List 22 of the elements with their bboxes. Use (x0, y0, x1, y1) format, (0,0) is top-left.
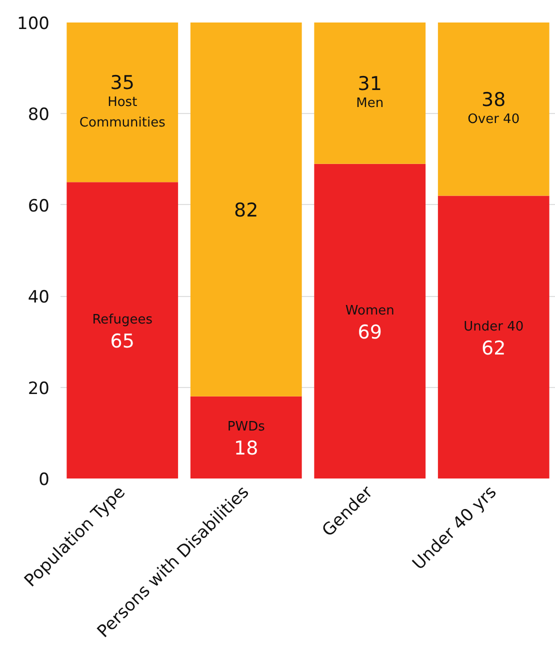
y-tick-label: 0 (38, 470, 50, 490)
data-label: Under 40 62 (464, 319, 524, 360)
y-tick-label: 20 (28, 378, 50, 399)
y-tick-label: 60 (28, 196, 50, 216)
y-tick-label: 40 (28, 288, 50, 308)
data-label: 38 Over 40 (468, 88, 520, 127)
bar (66, 22, 178, 182)
data-label: PWDs 18 (227, 420, 266, 460)
bar (438, 22, 550, 196)
data-label: Women 69 (345, 303, 394, 344)
bar (314, 164, 426, 478)
data-label: 82 (234, 199, 258, 222)
bar (438, 196, 550, 478)
data-label: 31 Men (356, 72, 384, 111)
bar (190, 396, 302, 478)
data-label: 35 Host Communities (79, 72, 166, 130)
bar (190, 22, 302, 396)
y-tick-label: 80 (28, 105, 50, 126)
bar (314, 22, 426, 164)
data-label: Refugees 65 (92, 312, 153, 353)
bar (66, 182, 178, 478)
y-tick-label: 100 (17, 14, 50, 34)
